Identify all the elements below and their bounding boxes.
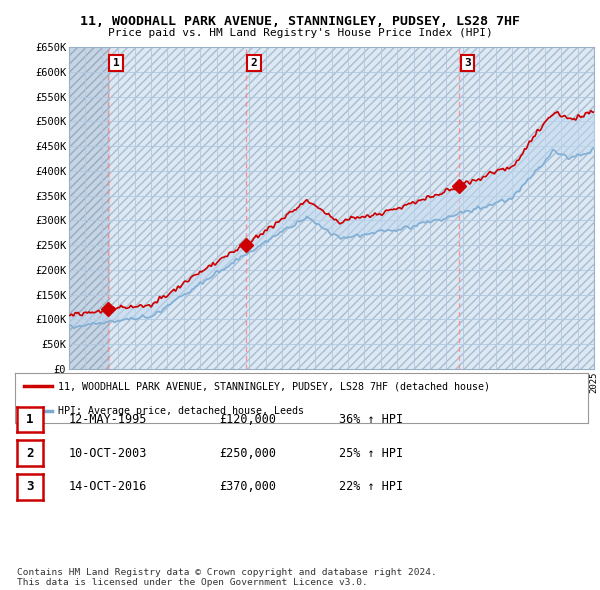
Text: 2: 2 [26, 447, 34, 460]
Text: 36% ↑ HPI: 36% ↑ HPI [339, 413, 403, 426]
Text: 2: 2 [251, 58, 257, 68]
Text: 3: 3 [464, 58, 471, 68]
Text: 11, WOODHALL PARK AVENUE, STANNINGLEY, PUDSEY, LS28 7HF (detached house): 11, WOODHALL PARK AVENUE, STANNINGLEY, P… [58, 381, 490, 391]
Text: £370,000: £370,000 [219, 480, 276, 493]
Text: Contains HM Land Registry data © Crown copyright and database right 2024.
This d: Contains HM Land Registry data © Crown c… [17, 568, 437, 587]
Text: 1: 1 [26, 413, 34, 426]
Text: 10-OCT-2003: 10-OCT-2003 [69, 447, 148, 460]
Text: £120,000: £120,000 [219, 413, 276, 426]
Text: HPI: Average price, detached house, Leeds: HPI: Average price, detached house, Leed… [58, 406, 304, 416]
Text: 3: 3 [26, 480, 34, 493]
Text: 14-OCT-2016: 14-OCT-2016 [69, 480, 148, 493]
Text: Price paid vs. HM Land Registry's House Price Index (HPI): Price paid vs. HM Land Registry's House … [107, 28, 493, 38]
Text: 12-MAY-1995: 12-MAY-1995 [69, 413, 148, 426]
Text: 11, WOODHALL PARK AVENUE, STANNINGLEY, PUDSEY, LS28 7HF: 11, WOODHALL PARK AVENUE, STANNINGLEY, P… [80, 15, 520, 28]
Text: £250,000: £250,000 [219, 447, 276, 460]
Bar [69, 47, 110, 369]
Text: 25% ↑ HPI: 25% ↑ HPI [339, 447, 403, 460]
Text: 22% ↑ HPI: 22% ↑ HPI [339, 480, 403, 493]
Text: 1: 1 [113, 58, 119, 68]
